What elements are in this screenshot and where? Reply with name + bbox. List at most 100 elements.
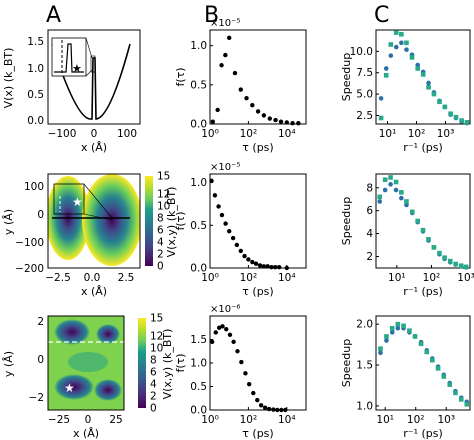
data-point-blue <box>378 350 383 356</box>
y-tick: 0 <box>37 209 44 221</box>
x-tick: 0 <box>85 414 92 426</box>
data-point-green <box>442 104 448 110</box>
panel-letter-a: A <box>46 3 61 28</box>
data-point <box>230 235 236 241</box>
data-point <box>238 87 243 92</box>
data-point-green <box>399 31 404 37</box>
scatter-panels: 0.0 0.5 1.0 10⁰ 10² 10⁴ τ (ps) f(τ) ×10⁻⁵ 0.0 0.5 1… <box>174 18 474 440</box>
data-point-green <box>437 250 442 256</box>
data-point <box>234 242 240 248</box>
x-tick: 10⁰ <box>201 272 219 284</box>
colorbar-tick: 8 <box>157 213 164 225</box>
x-tick: 10² <box>423 272 441 284</box>
y-axis-label: Speedup <box>340 339 353 387</box>
data-point <box>262 405 268 410</box>
data-point-blue <box>399 40 404 46</box>
y-tick: 8 <box>366 182 373 194</box>
data-point <box>267 116 272 121</box>
x-tick: 10¹ <box>388 272 406 284</box>
panel-letter-c: C <box>374 3 389 28</box>
colorbar-label: V(x,y) (k_BT) <box>161 329 174 400</box>
data-point <box>253 261 259 266</box>
y-axis-label: y (Å) <box>2 209 15 235</box>
data-point <box>273 117 278 123</box>
data-point <box>246 381 252 387</box>
colorbar-tick: 0 <box>150 403 157 415</box>
data-point <box>224 326 229 332</box>
y-axis-label: V(x) (k_BT) <box>2 48 15 109</box>
data-point <box>257 263 263 268</box>
data-point-green <box>420 72 426 77</box>
colorbar-tick: 10 <box>157 201 170 213</box>
data-point-green <box>415 218 420 224</box>
data-point-green <box>388 42 394 47</box>
data-point <box>273 264 278 270</box>
y-tick: 1.5 <box>190 334 207 346</box>
data-point-blue <box>377 199 383 204</box>
data-point <box>290 121 295 126</box>
y-tick: −200 <box>15 263 44 275</box>
plot-frame <box>375 29 471 125</box>
y-tick: 6 <box>366 205 373 217</box>
data-point-green <box>378 346 383 351</box>
axis-exponent: ×10⁻⁵ <box>210 162 240 173</box>
star-marker: ★ <box>72 62 82 75</box>
data-point <box>227 229 232 234</box>
y-tick: −2 <box>29 392 44 404</box>
chart-b3: 0.0 0.5 1.0 1.5 10⁰ 10² 10⁴ τ (ps) f(τ) ×10⁻⁶ <box>174 304 307 440</box>
data-point-green <box>382 177 388 183</box>
data-point-green <box>458 397 464 402</box>
x-tick: 10² <box>240 272 258 284</box>
x-tick: 25 <box>109 414 122 426</box>
colorbar-tick: 6 <box>157 225 164 237</box>
data-point-green <box>401 323 406 329</box>
y-tick: 0.0 <box>190 405 207 417</box>
data-point <box>227 332 233 337</box>
data-point <box>209 339 215 345</box>
x-tick: −2.5 <box>45 272 71 284</box>
data-point <box>255 109 261 114</box>
data-point <box>231 339 236 345</box>
data-point <box>279 407 284 413</box>
x-axis-label: x (Å) <box>73 427 99 440</box>
data-point-green <box>410 209 415 215</box>
data-point <box>246 257 251 262</box>
x-tick: 10⁴ <box>278 414 296 426</box>
plot-frame <box>375 173 471 269</box>
data-point-green <box>459 118 464 123</box>
y-tick: 5.0 <box>356 89 373 101</box>
plot-frame <box>375 315 471 411</box>
chart-c2: 2 4 6 8 10¹ 10² 10³ r⁻¹ (ps) Speedup <box>340 173 474 298</box>
colorbar-tick: 2 <box>157 249 164 261</box>
x-tick: 10² <box>408 128 426 140</box>
y-axis-label: f(τ) <box>174 211 187 230</box>
colorbar-tick: 8 <box>150 355 157 367</box>
y-axis-label: Speedup <box>340 53 353 101</box>
x-tick: 10¹ <box>376 414 394 426</box>
y-tick: 0.5 <box>190 79 207 91</box>
data-point-green <box>377 194 383 200</box>
x-tick: 2.5 <box>118 272 135 284</box>
y-tick: 1.0 <box>190 40 207 52</box>
colorbar-tick: 12 <box>150 331 163 343</box>
y-tick: 0.0 <box>190 119 207 131</box>
axis-exponent: ×10⁻⁶ <box>210 304 240 315</box>
x-axis-label: r⁻¹ (ps) <box>403 427 443 440</box>
data-point <box>284 120 289 125</box>
x-tick: 10⁰ <box>201 414 219 426</box>
y-tick: 0.0 <box>190 263 207 275</box>
data-point <box>216 204 221 209</box>
data-point <box>213 330 218 335</box>
data-point-green <box>383 72 389 78</box>
data-point <box>269 264 274 270</box>
y-tick: 7.5 <box>356 67 373 79</box>
data-point-green <box>464 119 470 125</box>
data-point-green <box>426 237 431 242</box>
x-tick: 0 <box>91 128 98 140</box>
y-tick: 0 <box>37 354 44 366</box>
data-point <box>227 35 232 41</box>
data-point <box>238 248 243 254</box>
data-point <box>223 221 228 226</box>
